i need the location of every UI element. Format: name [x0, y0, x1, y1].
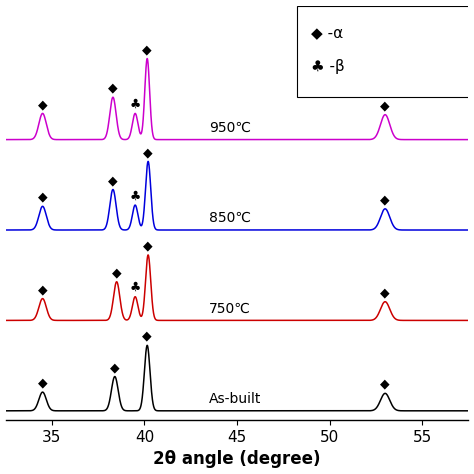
Text: ◆: ◆	[110, 361, 119, 374]
Text: ◆: ◆	[143, 239, 153, 253]
Text: ◆: ◆	[143, 146, 153, 159]
Text: 750℃: 750℃	[209, 301, 251, 315]
Text: ◆: ◆	[380, 286, 390, 299]
Text: ♣: ♣	[129, 281, 141, 294]
Text: ◆: ◆	[380, 99, 390, 112]
Text: 950℃: 950℃	[209, 120, 251, 135]
Text: ◆: ◆	[108, 82, 118, 95]
X-axis label: 2θ angle (degree): 2θ angle (degree)	[153, 450, 321, 468]
Text: ◆: ◆	[380, 193, 390, 206]
Text: ♣: ♣	[129, 98, 141, 111]
Text: ◆: ◆	[38, 283, 47, 296]
Text: ◆: ◆	[380, 378, 390, 391]
FancyBboxPatch shape	[297, 6, 474, 97]
Text: ♣ -β: ♣ -β	[311, 59, 345, 74]
Text: 850℃: 850℃	[209, 211, 251, 225]
Text: ◆: ◆	[142, 330, 152, 343]
Text: ◆: ◆	[108, 174, 118, 187]
Text: ◆ -α: ◆ -α	[311, 26, 343, 41]
Text: ◆: ◆	[112, 266, 121, 279]
Text: ◆: ◆	[142, 43, 152, 56]
Text: ♣: ♣	[129, 190, 141, 202]
Text: ◆: ◆	[38, 98, 47, 111]
Text: As-built: As-built	[209, 392, 262, 406]
Text: ◆: ◆	[38, 377, 47, 390]
Text: ◆: ◆	[38, 191, 47, 204]
